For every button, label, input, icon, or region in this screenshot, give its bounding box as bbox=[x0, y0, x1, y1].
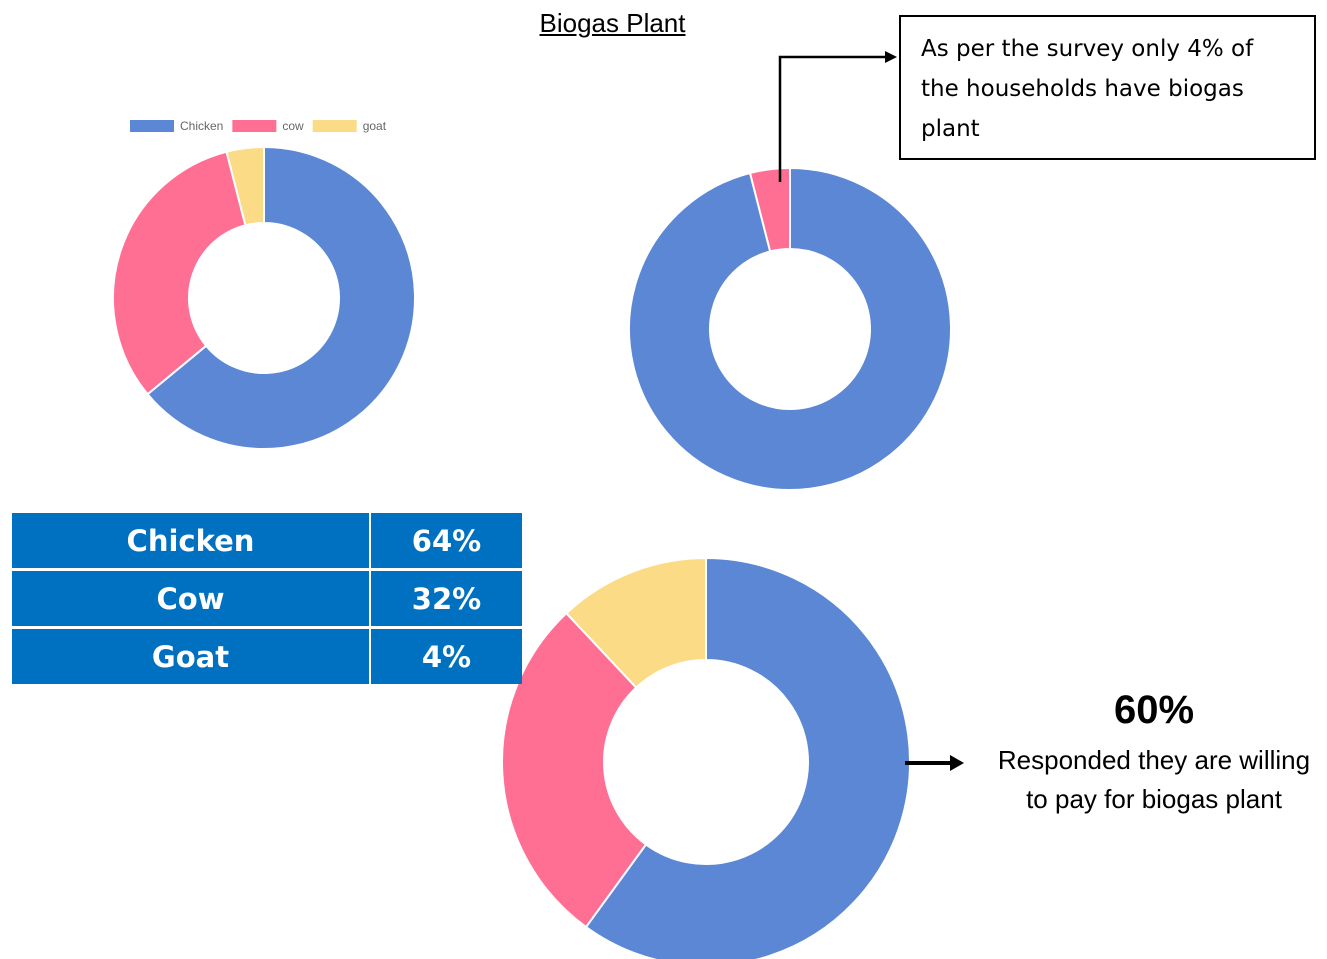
legend-swatch bbox=[312, 120, 357, 132]
slice bbox=[112, 150, 247, 396]
legend-label: Chicken bbox=[180, 119, 223, 133]
value-label: 60% bbox=[1113, 688, 1195, 732]
page-title: Biogas Plant bbox=[539, 8, 686, 38]
cell: Goat bbox=[12, 629, 369, 684]
annotation-arrow bbox=[778, 55, 885, 182]
legend-label: cow bbox=[282, 119, 304, 133]
slice bbox=[628, 166, 952, 491]
legend-swatch bbox=[232, 120, 277, 132]
annotation: As per the survey only 4% of the househo… bbox=[899, 15, 1316, 160]
legend-label: goat bbox=[363, 119, 387, 133]
cell: Chicken bbox=[12, 513, 369, 568]
cell: Cow bbox=[12, 571, 369, 626]
legend-swatch bbox=[130, 120, 174, 132]
table: Chicken 64% Cow 32% Goat 4% bbox=[10, 510, 524, 687]
slice bbox=[584, 556, 911, 959]
arrow-head bbox=[885, 51, 897, 63]
slice bbox=[501, 611, 648, 929]
annotation: Responded they are willing to pay for bi… bbox=[997, 745, 1311, 814]
cell: 4% bbox=[371, 629, 522, 684]
arrow-head bbox=[950, 755, 964, 771]
cell: 64% bbox=[371, 513, 522, 568]
cell: 32% bbox=[371, 571, 522, 626]
slice bbox=[146, 145, 416, 450]
